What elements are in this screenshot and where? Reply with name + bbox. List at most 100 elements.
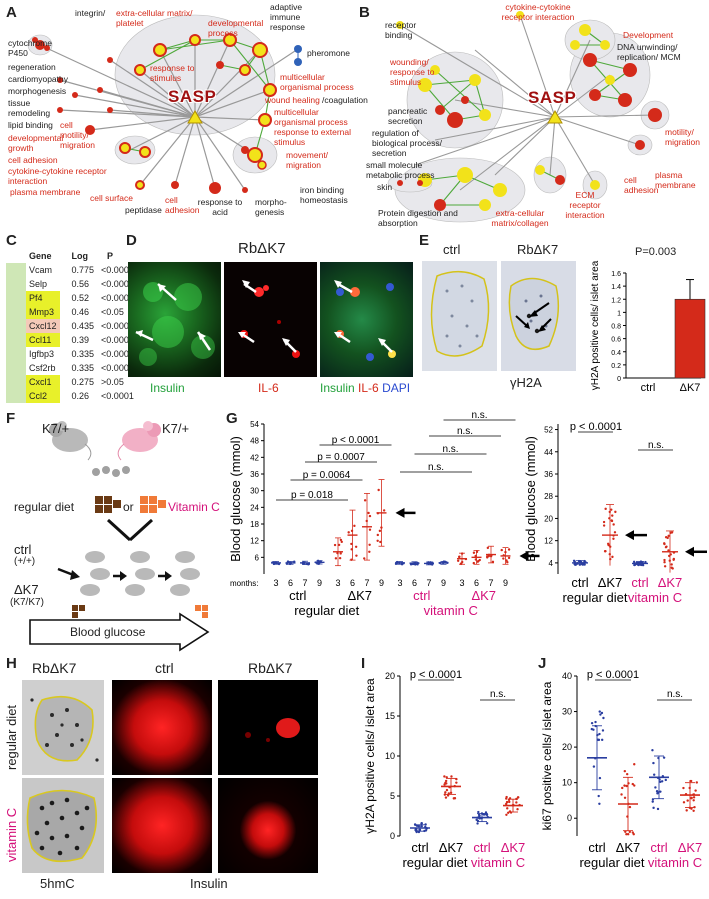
sasp-label-a: SASP — [168, 87, 217, 106]
data-point — [472, 551, 476, 554]
data-point — [443, 783, 446, 786]
label-small: small molecule metabolic process — [366, 160, 435, 180]
label-ecmrec: ECM receptor interaction — [565, 190, 605, 220]
label-integrin: integrin/ — [75, 8, 106, 18]
y-tick-label: 48 — [250, 437, 259, 446]
data-point — [663, 565, 667, 568]
data-point — [355, 554, 358, 557]
label-tissue: tissue remodeling — [8, 98, 51, 118]
data-point — [472, 561, 476, 565]
data-point — [602, 524, 606, 527]
log-cell: 0.435 — [71, 321, 95, 331]
panel-letter-f: F — [6, 410, 16, 427]
data-point — [692, 799, 695, 802]
data-point — [604, 549, 607, 553]
col-header-log: Log — [71, 251, 89, 261]
gene-cell: Igfbp3 — [26, 347, 60, 361]
month-tick: 7 — [426, 578, 431, 588]
col-header-p: P — [107, 251, 114, 261]
y-tick-label: 20 — [385, 671, 395, 681]
data-point — [600, 711, 604, 715]
label-receptor: receptor binding — [385, 20, 417, 40]
network-b — [387, 11, 670, 223]
d-cap-il6: IL-6 — [258, 381, 279, 395]
data-point — [580, 563, 584, 566]
p-cell: <0.0001 — [101, 335, 134, 345]
y-tick-label: 1.2 — [611, 297, 621, 304]
sig-label: n.s. — [457, 426, 473, 437]
label-morphog: morpho- genesis — [255, 197, 287, 217]
month-tick: 3 — [273, 578, 278, 588]
d-image-insulin — [128, 262, 221, 377]
data-point — [614, 510, 617, 514]
label-pancreatic: pancreatic secretion — [388, 106, 428, 126]
h-image-5hmc-vitc — [22, 778, 104, 873]
sig-label: p < 0.0001 — [332, 435, 380, 446]
data-point — [590, 727, 594, 731]
table-row: Ccl2 0.26 <0.0001 — [6, 389, 137, 403]
label-devgrowth: developmental growth — [8, 133, 64, 153]
data-point — [377, 488, 380, 492]
data-point — [623, 796, 627, 799]
h-image-ins-ctrl-vitc — [112, 778, 212, 873]
data-point — [686, 799, 689, 802]
data-point — [420, 824, 423, 828]
group-label: ΔK7 — [501, 840, 526, 855]
label-ecm-a: extra-cellular matrix/ platelet — [116, 8, 193, 28]
diet-label: regular diet — [562, 590, 627, 605]
data-point — [666, 536, 669, 540]
label-morpho: morphogenesis — [8, 86, 67, 96]
panel-letter-h: H — [6, 655, 17, 672]
row-swatch — [6, 347, 26, 361]
data-point — [354, 545, 358, 548]
data-point — [672, 557, 676, 561]
diet-label: regular diet — [294, 603, 359, 618]
h-diet1: regular diet — [4, 704, 19, 770]
data-point — [651, 798, 655, 801]
data-point — [458, 555, 461, 558]
label-celladh2: cell adhesion — [165, 195, 200, 215]
data-point — [662, 756, 666, 759]
group-label: ctrl — [631, 575, 648, 590]
schematic-f — [29, 421, 210, 652]
data-point — [573, 560, 576, 563]
table-row: Vcam 0.775 <0.0001 — [6, 263, 137, 277]
f-k7-left: K7/+ — [42, 421, 70, 436]
label-cellmot: cell motility/ migration — [60, 120, 95, 150]
data-point — [583, 559, 586, 563]
data-point — [651, 800, 654, 803]
data-point — [637, 563, 640, 567]
gene-cell: Pf4 — [26, 291, 60, 305]
data-point — [694, 789, 697, 792]
e-stain-label: γH2A — [510, 375, 542, 390]
y-tick-label: 6 — [255, 553, 260, 562]
month-tick: 9 — [441, 578, 446, 588]
data-point — [424, 823, 427, 826]
y-tick-label: 36 — [544, 470, 553, 479]
f-k7-right: K7/+ — [162, 421, 190, 436]
p-cell: <0.0001 — [101, 363, 134, 373]
h-image-ins-ctrl-regular — [112, 680, 212, 775]
col-header-gene: Gene — [29, 251, 52, 261]
month-tick: 9 — [317, 578, 322, 588]
y-tick-label: 52 — [544, 426, 553, 435]
d-cap-merge-dapi: DAPI — [382, 381, 411, 395]
month-tick: 6 — [350, 578, 355, 588]
p-cell: >0.05 — [101, 377, 124, 387]
group-label: ΔK7 — [616, 840, 641, 855]
p-cell: <0.0001 — [101, 321, 134, 331]
data-point — [690, 796, 693, 800]
y-tick-label: 0.2 — [611, 363, 621, 370]
data-point — [597, 794, 600, 798]
label-devproc: developmental process — [208, 18, 264, 38]
data-point — [424, 829, 428, 832]
group-label: ΔK7 — [471, 588, 496, 603]
panel-letter-i: I — [361, 655, 366, 672]
data-point — [613, 531, 617, 534]
log-cell: 0.26 — [71, 391, 90, 401]
label-dna: DNA unwinding/ replication/ MCM — [617, 42, 681, 62]
data-point — [692, 809, 695, 812]
data-point — [623, 769, 627, 773]
row-swatch — [6, 375, 26, 389]
